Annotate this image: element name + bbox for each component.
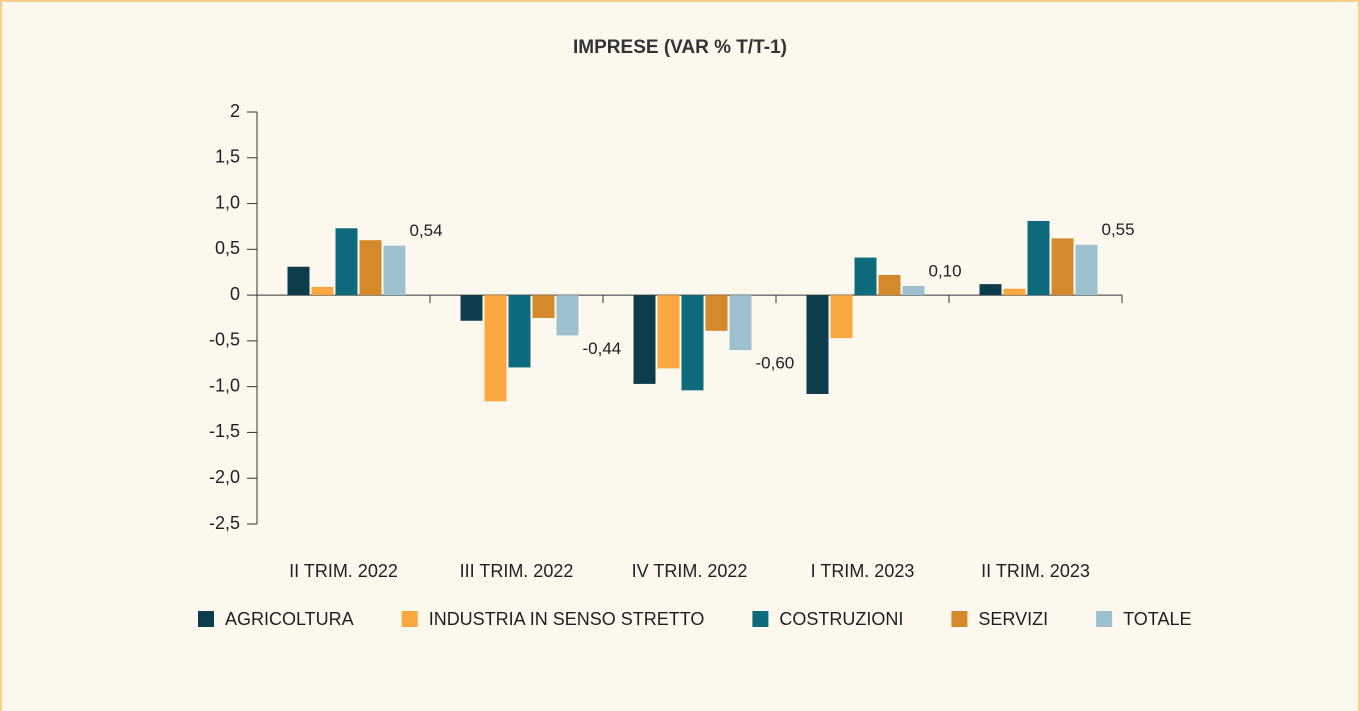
bar [335, 228, 358, 296]
bar [729, 295, 752, 351]
y-tick-label: 0 [230, 284, 240, 304]
bar [359, 240, 382, 296]
bar [705, 295, 728, 331]
bar [878, 274, 901, 296]
legend-label: SERVIZI [978, 609, 1048, 629]
data-label: -0,60 [756, 354, 795, 373]
y-tick-label: 0,5 [215, 238, 240, 258]
bar [681, 295, 704, 391]
bar [1051, 238, 1074, 296]
data-label: 0,54 [410, 221, 443, 240]
y-tick-label: -2,5 [209, 513, 240, 533]
y-tick-label: -2,0 [209, 467, 240, 487]
bar [460, 295, 483, 321]
legend-label: AGRICOLTURA [225, 609, 354, 629]
legend-swatch [1096, 611, 1113, 627]
data-label: 0,10 [929, 261, 962, 280]
y-tick-label: 2 [230, 101, 240, 121]
legend-swatch [752, 611, 769, 627]
y-tick-label: -1,5 [209, 421, 240, 441]
x-tick-label: IV TRIM. 2022 [632, 561, 748, 581]
bar [556, 295, 579, 336]
bar [633, 295, 656, 384]
bar [287, 266, 310, 296]
x-tick-label: III TRIM. 2022 [460, 561, 574, 581]
bar [1003, 288, 1026, 296]
bar [1027, 220, 1050, 296]
legend-label: INDUSTRIA IN SENSO STRETTO [429, 609, 705, 629]
legend-label: COSTRUZIONI [779, 609, 903, 629]
bar [806, 295, 829, 394]
bar [902, 285, 925, 296]
bar [311, 286, 334, 296]
data-label: -0,44 [583, 339, 622, 358]
bar [508, 295, 531, 368]
x-tick-label: II TRIM. 2023 [981, 561, 1090, 581]
legend-label: TOTALE [1123, 609, 1191, 629]
bar [1075, 244, 1098, 296]
x-tick-label: II TRIM. 2022 [289, 561, 398, 581]
chart-title: IMPRESE (VAR % T/T-1) [573, 37, 787, 58]
y-tick-label: 1,5 [215, 147, 240, 167]
y-tick-label: 1,0 [215, 192, 240, 212]
bar [657, 295, 680, 369]
y-tick-label: -1,0 [209, 375, 240, 395]
bar [383, 245, 406, 296]
x-tick-label: I TRIM. 2023 [811, 561, 915, 581]
data-label: 0,55 [1102, 220, 1135, 239]
y-tick-label: -0,5 [209, 330, 240, 350]
legend-swatch [401, 611, 418, 627]
bar [854, 257, 877, 296]
bar [979, 284, 1002, 296]
legend-swatch [951, 611, 968, 627]
bar [830, 295, 853, 339]
bar [484, 295, 507, 402]
legend-swatch [198, 611, 214, 627]
bar [532, 295, 555, 318]
